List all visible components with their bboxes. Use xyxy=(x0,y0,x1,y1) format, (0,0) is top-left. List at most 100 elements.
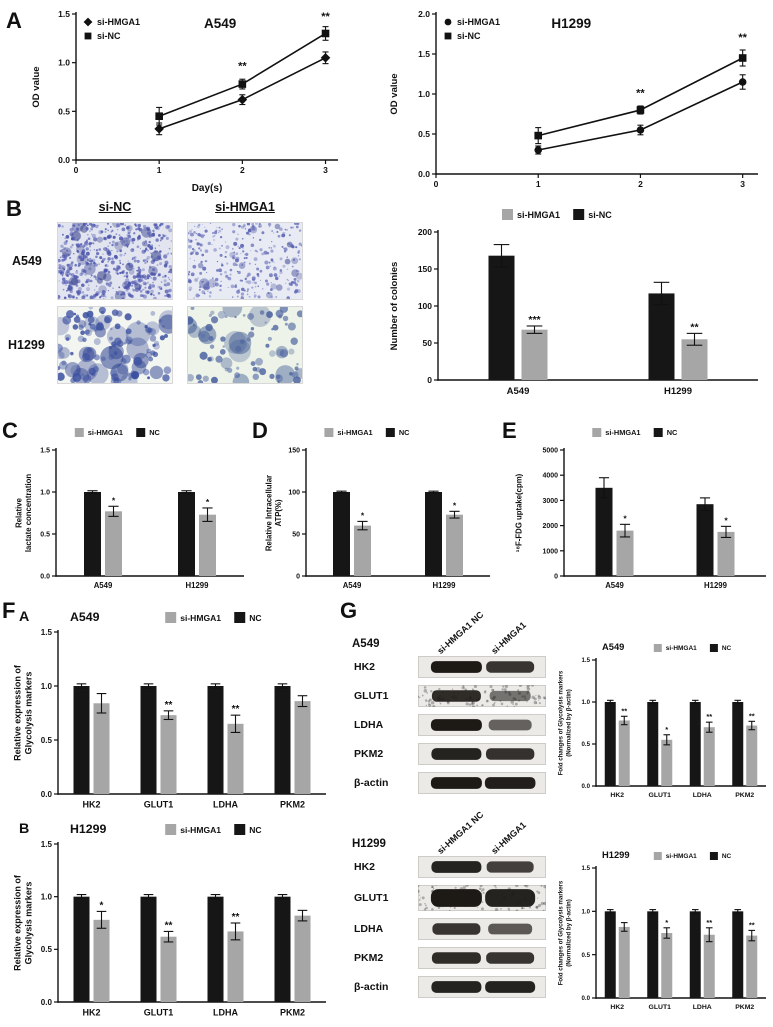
svg-text:**: ** xyxy=(706,712,712,721)
svg-text:Fold changes of Glycolysis mar: Fold changes of Glycolysis markers xyxy=(557,670,564,775)
svg-text:NC: NC xyxy=(667,428,678,437)
chart-svg-expr-a549: 0.0 0.5 1.0 1.5 Relative expression of Glycol… xyxy=(13,609,326,809)
svg-text:PKM2: PKM2 xyxy=(735,792,754,799)
svg-text:200: 200 xyxy=(418,227,432,237)
svg-text:H1299: H1299 xyxy=(186,581,210,590)
svg-text:PKM2: PKM2 xyxy=(280,799,305,809)
svg-text:A549: A549 xyxy=(204,16,236,31)
lane-label: si-HMGA1 xyxy=(489,619,529,656)
blot-lanes-a549: si-HMGA1 NC si-HMGA1 HK2 GLUT1 LDHA PKM2 β-act… xyxy=(352,609,552,794)
svg-text:si-HMGA1: si-HMGA1 xyxy=(180,613,221,623)
blot-strip xyxy=(418,976,546,998)
chart-svg-h1299-growth: 0.0 0.5 1.0 1.5 2.0 OD value 0 1 2 3 H1299 si-HMGA1… xyxy=(389,9,758,189)
svg-text:Glycolysis markers: Glycolysis markers xyxy=(24,882,34,965)
svg-text:0.5: 0.5 xyxy=(41,945,53,954)
svg-text:PKM2: PKM2 xyxy=(280,1007,305,1017)
svg-text:H1299: H1299 xyxy=(664,386,692,397)
svg-text:A549: A549 xyxy=(94,581,113,590)
svg-text:0.0: 0.0 xyxy=(40,573,50,580)
svg-text:Relative: Relative xyxy=(14,497,23,528)
blot-strip xyxy=(418,656,546,678)
svg-text:1.5: 1.5 xyxy=(582,865,591,872)
blot-row: PKM2 xyxy=(352,743,552,765)
svg-text:***: *** xyxy=(528,314,541,326)
bar-chart-expression-h1299: 0.0 0.5 1.0 1.5 Relative expression of Glycol… xyxy=(12,818,332,1024)
svg-text:0.5: 0.5 xyxy=(582,741,591,748)
bar-chart-expression-a549: 0.0 0.5 1.0 1.5 Relative expression of Glycol… xyxy=(12,606,332,816)
svg-text:**: ** xyxy=(165,920,173,931)
bar-chart-fdg-uptake: 0 1000 2000 3000 4000 5000 ¹⁸F-FDG uptake(cpm)… xyxy=(514,424,770,598)
svg-text:150: 150 xyxy=(418,264,432,274)
blot-row-label: LDHA xyxy=(354,719,384,731)
svg-text:50: 50 xyxy=(423,338,433,348)
svg-text:0.0: 0.0 xyxy=(418,169,430,179)
svg-text:**: ** xyxy=(238,60,247,72)
column-header-si-hmga1: si-HMGA1 xyxy=(215,200,275,214)
svg-text:1.0: 1.0 xyxy=(41,682,53,691)
svg-text:OD value: OD value xyxy=(31,66,42,107)
svg-text:(Normalized by β-actin): (Normalized by β-actin) xyxy=(566,689,573,757)
svg-text:Glycolysis markers: Glycolysis markers xyxy=(24,672,34,755)
svg-text:1.0: 1.0 xyxy=(58,58,70,68)
blot-row-label: LDHA xyxy=(354,923,384,935)
western-blot-a549: A549 si-HMGA1 NC si-HMGA1 HK2 GLUT1 LDHA PKM2… xyxy=(352,609,552,801)
blot-row-label: β-actin xyxy=(354,981,389,993)
svg-text:HK2: HK2 xyxy=(610,792,624,799)
svg-text:Relative expression of: Relative expression of xyxy=(13,664,23,761)
bar-chart-fold-h1299: 0.0 0.5 1.0 1.5 Fold changes of Glycolysis m… xyxy=(556,848,770,1016)
blot-strip xyxy=(418,772,546,794)
svg-text:1.0: 1.0 xyxy=(40,489,50,496)
svg-text:0.0: 0.0 xyxy=(582,995,591,1002)
blot-strip xyxy=(418,947,546,969)
svg-text:A549: A549 xyxy=(602,642,624,652)
svg-text:si-HMGA1: si-HMGA1 xyxy=(88,428,123,437)
svg-text:H1299: H1299 xyxy=(70,822,107,836)
svg-text:*: * xyxy=(100,900,104,911)
svg-text:(Normalized by β-actin): (Normalized by β-actin) xyxy=(566,899,573,967)
svg-text:100: 100 xyxy=(418,301,432,311)
line-chart-a549-proliferation: 0.0 0.5 1.0 1.5 OD value 0 1 2 3 Day(s) A549 si-HMG… xyxy=(30,4,348,196)
svg-text:NC: NC xyxy=(722,645,732,652)
svg-text:si-HMGA1: si-HMGA1 xyxy=(457,17,500,27)
svg-text:1.0: 1.0 xyxy=(41,893,53,902)
blot-row: β-actin xyxy=(352,976,552,998)
svg-text:A549: A549 xyxy=(70,610,100,624)
blot-row: HK2 xyxy=(352,856,552,878)
blot-cell-line-label-h1299: H1299 xyxy=(352,838,386,850)
svg-text:LDHA: LDHA xyxy=(693,1004,712,1011)
blot-cell-line-label-a549: A549 xyxy=(352,638,380,650)
microscopy-a549-si-nc xyxy=(57,222,173,300)
svg-text:A549: A549 xyxy=(343,581,362,590)
svg-text:ATP(%): ATP(%) xyxy=(274,499,283,526)
lane-label: si-HMGA1 xyxy=(489,819,529,856)
microscopy-a549-si-hmga1 xyxy=(187,222,303,300)
row-header-a549: A549 xyxy=(12,254,42,268)
svg-text:0.0: 0.0 xyxy=(582,783,591,790)
blot-strip xyxy=(418,685,546,707)
panel-label-a: A xyxy=(6,8,22,33)
microscopy-h1299-si-hmga1 xyxy=(187,306,303,384)
blot-row: GLUT1 xyxy=(352,885,552,911)
svg-text:2: 2 xyxy=(240,165,245,175)
blot-row-label: GLUT1 xyxy=(354,892,389,904)
svg-text:*: * xyxy=(361,510,365,520)
svg-text:si-HMGA1: si-HMGA1 xyxy=(666,645,697,652)
chart-svg-fold-h1299: 0.0 0.5 1.0 1.5 Fold changes of Glycolysis m… xyxy=(557,850,766,1011)
svg-text:si-HMGA1: si-HMGA1 xyxy=(666,853,697,860)
svg-text:PKM2: PKM2 xyxy=(735,1004,754,1011)
blot-row-label: HK2 xyxy=(354,861,376,873)
svg-text:*: * xyxy=(623,513,627,523)
svg-text:1000: 1000 xyxy=(542,548,558,555)
panel-label-g: G xyxy=(340,598,358,623)
microscopy-svg xyxy=(58,307,172,383)
svg-text:A: A xyxy=(19,609,29,625)
svg-text:HK2: HK2 xyxy=(82,799,100,809)
svg-text:3: 3 xyxy=(323,165,328,175)
svg-text:GLUT1: GLUT1 xyxy=(144,1007,174,1017)
panel-label-b: B xyxy=(6,196,22,221)
svg-text:0.5: 0.5 xyxy=(58,106,70,116)
svg-text:OD value: OD value xyxy=(389,73,400,114)
panel-label-e: E xyxy=(502,418,517,443)
svg-text:Relative Intracellular: Relative Intracellular xyxy=(264,475,273,551)
svg-text:**: ** xyxy=(636,87,645,99)
